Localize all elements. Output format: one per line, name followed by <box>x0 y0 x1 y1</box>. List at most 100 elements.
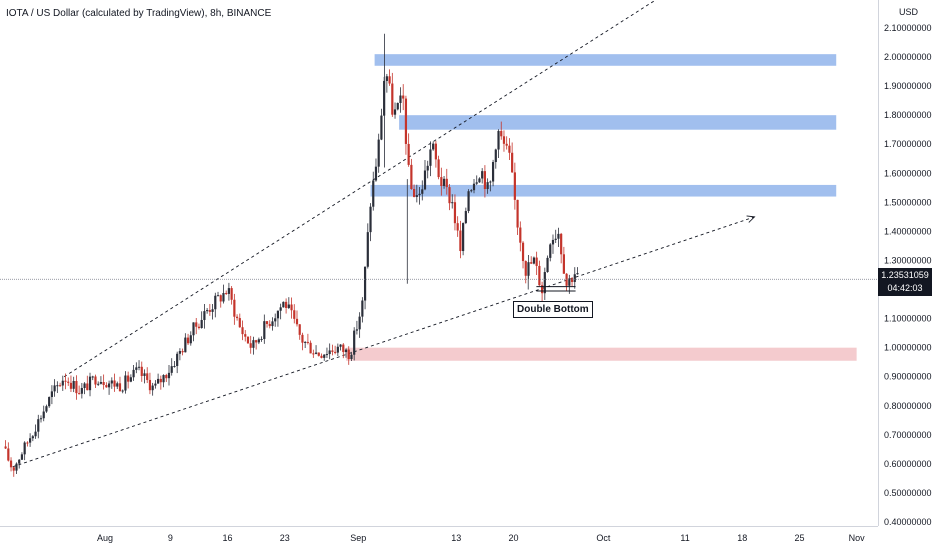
candle <box>42 405 45 422</box>
candle <box>309 340 312 354</box>
current-price-tag: 1.23531059 04:42:03 <box>878 268 932 296</box>
candle <box>252 336 255 355</box>
y-tick-label: 1.00000000 <box>884 343 932 353</box>
candle <box>374 158 378 182</box>
candle <box>369 203 372 242</box>
candle-body <box>67 381 70 383</box>
candle <box>176 351 179 374</box>
candle <box>56 381 59 394</box>
plot-background <box>0 0 878 526</box>
candle-body <box>478 178 481 183</box>
candle <box>440 167 443 196</box>
candle <box>404 95 408 155</box>
y-tick-label: 1.80000000 <box>884 110 932 120</box>
candle <box>290 297 293 319</box>
candle <box>37 414 40 439</box>
candle-body <box>551 239 555 245</box>
candle <box>143 369 146 384</box>
candle <box>189 331 192 346</box>
candle <box>377 133 380 173</box>
candle <box>140 361 143 382</box>
candle-body <box>304 341 307 343</box>
candle <box>328 343 331 360</box>
resistance-zone[interactable] <box>370 184 837 197</box>
candle <box>546 255 549 273</box>
candle <box>178 348 181 361</box>
candle-body <box>15 463 18 471</box>
y-tick-label: 0.90000000 <box>884 372 932 382</box>
candle <box>549 243 552 262</box>
candle <box>304 341 307 349</box>
candle-body <box>511 152 514 173</box>
candle <box>334 345 337 355</box>
resistance-zone[interactable] <box>399 115 837 130</box>
candle <box>102 374 105 390</box>
candle-body <box>494 149 497 163</box>
candle-body <box>325 354 329 356</box>
candle <box>206 308 209 314</box>
candle <box>271 317 274 331</box>
candle <box>524 260 527 284</box>
candle-body <box>355 329 359 331</box>
candle-body <box>421 189 424 194</box>
candle-body <box>560 233 563 255</box>
candle-body <box>540 285 544 294</box>
candle-body <box>72 380 75 389</box>
candle-body <box>557 233 560 239</box>
resistance-zone[interactable] <box>374 54 837 66</box>
candle-body <box>532 257 536 264</box>
candle-body <box>48 397 51 407</box>
candle-body <box>377 139 380 167</box>
candle <box>159 375 162 390</box>
candle-body <box>127 375 130 382</box>
candle <box>216 291 220 297</box>
trendline[interactable] <box>12 216 755 468</box>
candle-body <box>154 383 157 386</box>
candle-body <box>99 382 103 384</box>
candle-body <box>524 261 527 276</box>
double-bottom-label[interactable]: Double Bottom <box>513 301 593 318</box>
candle-body <box>448 187 451 204</box>
candle-body <box>23 442 26 455</box>
candle <box>148 372 152 395</box>
candle <box>151 382 154 396</box>
candle <box>325 347 329 359</box>
candle <box>336 343 339 357</box>
candle-body <box>415 195 418 197</box>
candle <box>434 140 437 168</box>
candle-body <box>527 262 530 276</box>
candle <box>478 177 481 183</box>
candle <box>64 373 67 390</box>
candle <box>489 180 492 192</box>
candle <box>238 313 241 328</box>
candle <box>97 381 100 386</box>
candle-body <box>462 223 465 252</box>
candle-body <box>293 310 296 319</box>
trendline[interactable] <box>63 0 767 378</box>
candle <box>519 221 522 252</box>
support-zone[interactable] <box>346 347 857 361</box>
candle <box>535 251 538 275</box>
candle-body <box>249 343 252 348</box>
candle-body <box>298 324 301 335</box>
candle-body <box>34 431 37 437</box>
currency-label: USD <box>898 7 918 17</box>
candle-body <box>347 349 350 360</box>
candle-body <box>309 342 312 354</box>
candle-body <box>568 278 571 286</box>
candle <box>353 327 356 361</box>
candle <box>372 171 375 211</box>
candle-body <box>535 257 538 266</box>
candle-body <box>61 380 64 386</box>
candle-body <box>451 202 454 204</box>
candle <box>464 207 467 225</box>
candle-body <box>410 164 413 190</box>
chart-title: IOTA / US Dollar (calculated by TradingV… <box>6 8 272 19</box>
candle-body <box>516 199 519 228</box>
candle <box>298 324 301 340</box>
candle-body <box>486 182 489 190</box>
bar-countdown: 04:42:03 <box>887 283 923 293</box>
candle <box>282 301 285 308</box>
